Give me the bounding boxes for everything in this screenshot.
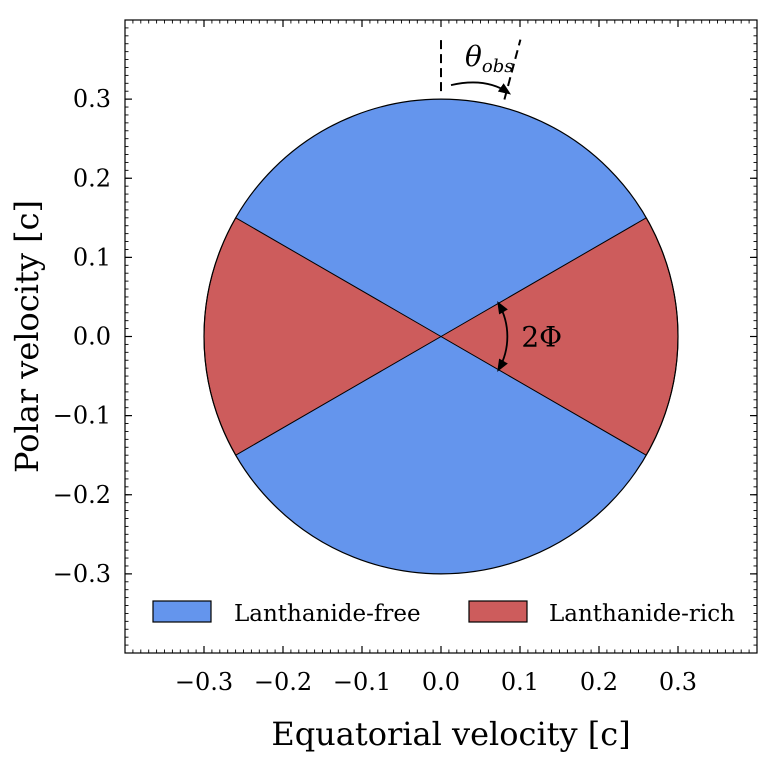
y-tick-label: 0.3 xyxy=(73,85,111,113)
regions-layer xyxy=(203,98,679,575)
theta-subscript: obs xyxy=(482,56,514,77)
y-ticks: −0.3 −0.2 −0.1 0.0 0.1 0.2 0.3 xyxy=(53,27,757,646)
legend: Lanthanide-free Lanthanide-rich xyxy=(152,600,735,627)
y-axis-label: Polar velocity [c] xyxy=(8,200,46,473)
phi-label: 2Φ xyxy=(521,321,562,354)
legend-label: Lanthanide-rich xyxy=(549,601,735,627)
x-tick-label: 0.0 xyxy=(422,668,460,696)
y-tick-label: 0.2 xyxy=(73,164,111,192)
theta-obs-label: θobs xyxy=(465,40,513,77)
phi-arc-arrow xyxy=(497,301,509,372)
legend-swatch xyxy=(152,600,212,623)
x-ticks: −0.3 −0.2 −0.1 0.0 0.1 0.2 0.3 xyxy=(132,20,750,696)
x-tick-label: −0.1 xyxy=(333,668,391,696)
y-tick-label: −0.1 xyxy=(53,402,111,430)
theta-obs-arrow xyxy=(450,81,512,95)
x-axis-label: Equatorial velocity [c] xyxy=(271,715,630,753)
legend-swatch xyxy=(468,600,528,623)
circle-outline xyxy=(203,98,679,575)
x-tick-label: 0.1 xyxy=(501,668,539,696)
y-tick-label: −0.2 xyxy=(53,481,111,509)
annotations-layer: θobs 2Φ xyxy=(440,39,562,372)
theta-symbol: θ xyxy=(465,40,482,73)
x-tick-label: 0.2 xyxy=(580,668,618,696)
x-tick-label: −0.3 xyxy=(175,668,233,696)
legend-item-lanthanide-rich: Lanthanide-rich xyxy=(468,600,735,627)
legend-label: Lanthanide-free xyxy=(234,601,421,627)
y-tick-label: 0.0 xyxy=(73,323,111,351)
legend-item-lanthanide-free: Lanthanide-free xyxy=(152,600,421,627)
y-tick-label: −0.3 xyxy=(53,560,111,588)
x-tick-label: −0.2 xyxy=(254,668,312,696)
x-tick-label: 0.3 xyxy=(659,668,697,696)
y-tick-label: 0.1 xyxy=(73,243,111,271)
observer-dashed-line xyxy=(503,39,522,100)
